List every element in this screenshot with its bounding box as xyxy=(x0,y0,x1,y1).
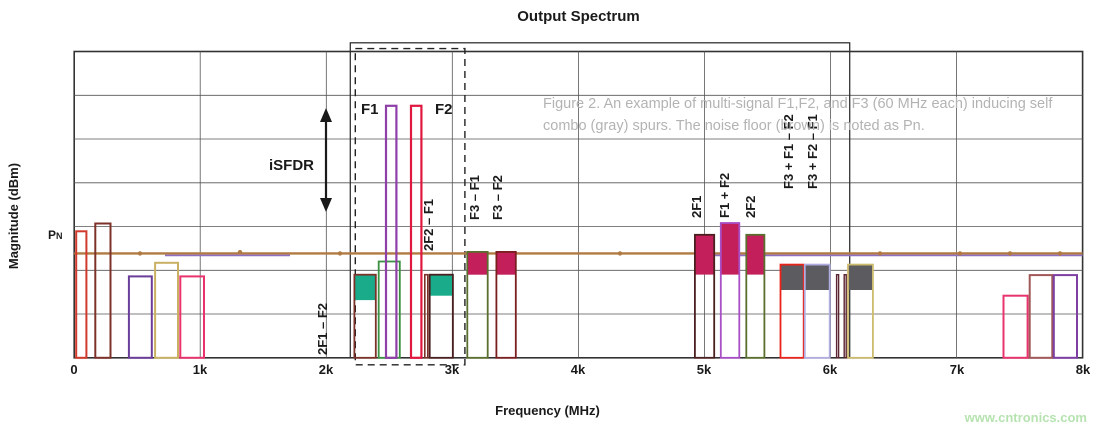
svg-text:Figure 2. An example of multi-: Figure 2. An example of multi-signal F1,… xyxy=(543,96,1053,112)
svg-text:F1: F1 xyxy=(361,101,379,118)
svg-text:combo (gray) spurs. The noise: combo (gray) spurs. The noise floor (bro… xyxy=(543,118,925,134)
svg-text:F2: F2 xyxy=(435,101,453,118)
svg-text:F3 – F1: F3 – F1 xyxy=(467,175,482,220)
svg-text:iSFDR: iSFDR xyxy=(269,157,314,174)
svg-text:F3 – F2: F3 – F2 xyxy=(490,175,505,220)
svg-text:F1 + F2: F1 + F2 xyxy=(717,173,732,218)
svg-text:2F2: 2F2 xyxy=(743,196,758,218)
svg-text:2F1: 2F1 xyxy=(689,196,704,218)
svg-text:2F2 – F1: 2F2 – F1 xyxy=(421,199,436,251)
svg-text:2F1 – F2: 2F1 – F2 xyxy=(315,303,330,355)
